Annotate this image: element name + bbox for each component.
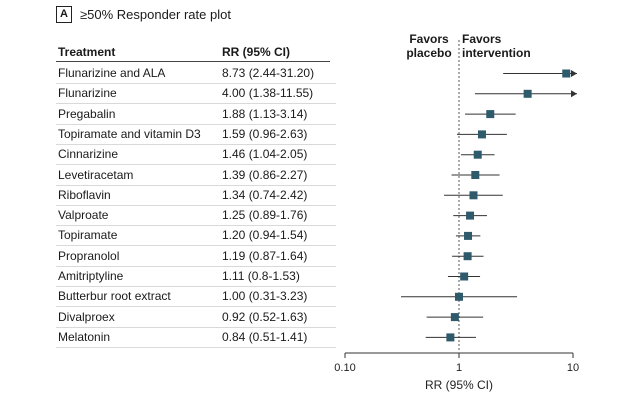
rr-marker <box>450 313 459 322</box>
rr-marker <box>466 211 475 220</box>
chart-title: ≥50% Responder rate plot <box>80 7 231 22</box>
x-tick-label: 0.10 <box>334 362 355 374</box>
treatment-name: Flunarizine <box>58 86 117 101</box>
rr-value: 1.59 (0.96-2.63) <box>222 126 308 141</box>
treatment-name: Levetiracetam <box>58 167 134 182</box>
treatment-name: Valproate <box>58 208 109 223</box>
table-row: Valproate 1.25 (0.89-1.76) <box>56 205 336 227</box>
panel-header: A ≥50% Responder rate plot <box>56 6 231 23</box>
table-row: Levetiracetam 1.39 (0.86-2.27) <box>56 165 336 186</box>
table-row: Topiramate and vitamin D3 1.59 (0.96-2.63… <box>56 124 336 145</box>
x-tick-label: 10 <box>567 362 579 374</box>
rr-value: 8.73 (2.44-31.20) <box>222 66 315 80</box>
favors-placebo-text: Favors placebo <box>406 32 452 60</box>
rr-value: 1.19 (0.87-1.64) <box>222 248 308 263</box>
rr-value: 4.00 (1.38-11.55) <box>222 86 314 101</box>
table-row: Flunarizine and ALA 8.73 (2.44-31.20) <box>56 63 336 84</box>
x-axis-label: RR (95% CI) <box>425 378 493 392</box>
column-header-treatment: Treatment <box>58 45 116 59</box>
treatment-name: Melatonin <box>58 329 111 344</box>
rr-marker <box>464 231 473 240</box>
rr-value: 1.34 (0.74-2.42) <box>222 187 308 202</box>
treatment-name: Amitriptyline <box>58 269 124 283</box>
x-tick-label: 1 <box>456 362 462 374</box>
table-row: Propranolol 1.19 (0.87-1.64) <box>56 246 336 267</box>
table-row: Pregabalin 1.88 (1.13-3.14) <box>56 104 336 125</box>
table-row: Riboflavin 1.34 (0.74-2.42) <box>56 185 336 206</box>
favors-intervention-text: Favors intervention <box>462 32 531 60</box>
table-row: Topiramate 1.20 (0.94-1.54) <box>56 225 336 247</box>
treatment-name: Pregabalin <box>58 106 116 121</box>
table-row: Cinnarizine 1.46 (1.04-2.05) <box>56 144 336 166</box>
favors-placebo-label: Favors placebo <box>402 32 456 60</box>
rr-marker <box>477 130 486 139</box>
rr-value: 0.92 (0.52-1.63) <box>222 309 308 324</box>
table-row: Flunarizine 4.00 (1.38-11.55) <box>56 83 336 105</box>
table-row: Melatonin 0.84 (0.51-1.41) <box>56 327 336 348</box>
rr-marker <box>455 292 463 301</box>
treatment-name: Riboflavin <box>58 187 111 202</box>
rr-value: 1.25 (0.89-1.76) <box>222 208 308 223</box>
column-header-rr: RR (95% CI) <box>222 45 291 59</box>
rr-marker <box>471 171 480 179</box>
rr-value: 1.11 (0.8-1.53) <box>222 269 300 283</box>
treatment-name: Flunarizine and ALA <box>58 66 166 80</box>
rr-value: 1.46 (1.04-2.05) <box>222 147 308 162</box>
treatment-name: Divalproex <box>58 309 115 324</box>
ci-arrow <box>571 70 577 77</box>
rr-marker <box>463 252 472 261</box>
favors-intervention-label: Favors intervention <box>462 32 542 60</box>
rr-value: 0.84 (0.51-1.41) <box>222 329 308 344</box>
treatment-name: Butterbur root extract <box>58 289 171 304</box>
treatment-name: Topiramate and vitamin D3 <box>58 126 201 141</box>
rr-value: 1.39 (0.86-2.27) <box>222 167 308 182</box>
rr-marker <box>473 150 482 159</box>
rr-value: 1.88 (1.13-3.14) <box>222 106 308 121</box>
rr-marker <box>562 69 571 78</box>
treatment-name: Cinnarizine <box>58 147 119 162</box>
table-row: Amitriptyline 1.11 (0.8-1.53) <box>56 266 336 287</box>
rr-marker <box>446 333 455 342</box>
panel-letter: A <box>56 6 72 23</box>
rr-marker <box>486 110 495 119</box>
treatment-name: Propranolol <box>58 248 120 263</box>
table-row: Divalproex 0.92 (0.52-1.63) <box>56 307 336 328</box>
header-divider <box>56 61 330 62</box>
rr-marker <box>460 272 469 281</box>
ci-arrow <box>571 90 577 98</box>
rr-marker <box>523 89 532 98</box>
treatment-name: Topiramate <box>58 228 118 243</box>
table-row: Butterbur root extract 1.00 (0.31-3.23) <box>56 286 336 308</box>
rr-value: 1.00 (0.31-3.23) <box>222 289 308 304</box>
rr-value: 1.20 (0.94-1.54) <box>222 228 308 243</box>
rr-marker <box>469 191 478 200</box>
